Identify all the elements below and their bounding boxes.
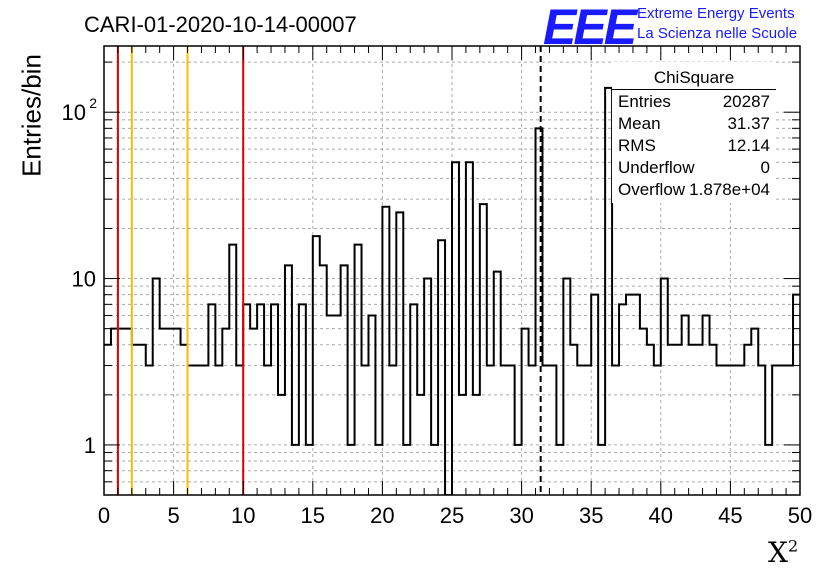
- stats-row-underflow: Underflow 0: [618, 158, 770, 177]
- reference-lines: [116, 46, 542, 495]
- stats-divider: [612, 89, 776, 90]
- x-tick-label: 35: [579, 503, 603, 528]
- chart-title: CARI-01-2020-10-14-00007: [84, 12, 357, 37]
- logo-caption-line1: Extreme Energy Events: [637, 5, 795, 22]
- x-axis-label: X2: [768, 536, 799, 569]
- stats-box: ChiSquare Entries 20287 Mean 31.37 RMS 12.1…: [612, 62, 776, 203]
- x-tick-label: 20: [370, 503, 394, 528]
- x-tick-label: 40: [649, 503, 673, 528]
- stats-title: ChiSquare: [653, 68, 735, 87]
- x-tick-label: 45: [718, 503, 742, 528]
- stats-row-entries: Entries 20287: [618, 92, 770, 111]
- stats-row-mean: Mean 31.37: [618, 114, 770, 133]
- logo-caption-line2: La Scienza nelle Scuole: [637, 25, 798, 42]
- x-tick-label: 50: [788, 503, 812, 528]
- x-tick-label: 15: [301, 503, 325, 528]
- x-tick-label: 10: [231, 503, 255, 528]
- histogram-series: [104, 86, 800, 495]
- eee-logo: EEE: [543, 0, 637, 55]
- x-tick-label: 0: [98, 503, 110, 528]
- histogram-step-line: [104, 86, 800, 495]
- y-tick-label-exponent: 2: [89, 95, 97, 111]
- y-axis-label: Entries/bin: [16, 54, 47, 177]
- x-tick-label: 25: [440, 503, 464, 528]
- y-tick-label: 10: [62, 100, 86, 125]
- x-tick-label: 5: [167, 503, 179, 528]
- x-tick-label: 30: [509, 503, 533, 528]
- y-tick-label: 10: [72, 267, 96, 292]
- stats-row-overflow: Overflow 1.878e+04: [618, 180, 770, 199]
- stats-row-rms: RMS 12.14: [618, 136, 770, 155]
- y-tick-label: 1: [84, 433, 96, 458]
